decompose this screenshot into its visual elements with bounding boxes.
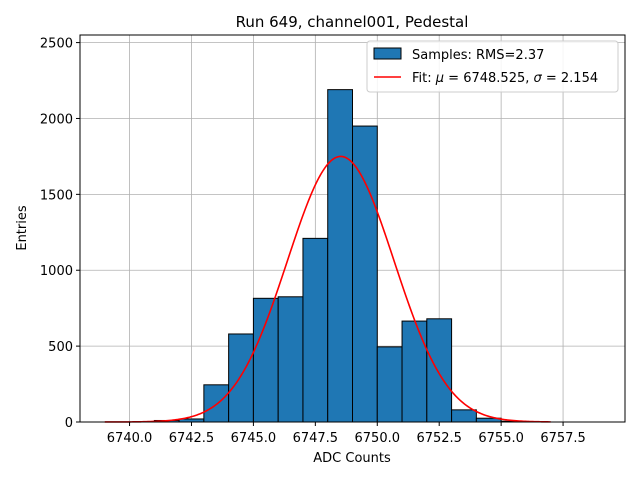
x-tick-label: 6750.0	[355, 431, 401, 446]
y-tick-label: 500	[48, 340, 73, 355]
x-tick-label: 6742.5	[169, 431, 215, 446]
legend-box	[366, 40, 619, 93]
x-tick-label: 6740.0	[107, 431, 153, 446]
histogram-bar	[277, 296, 304, 423]
histogram-bar	[352, 125, 378, 423]
fit-curve	[104, 155, 551, 423]
y-tick-label: 2000	[40, 112, 73, 127]
x-axis-label: ADC Counts	[313, 451, 391, 466]
y-tick-label: 1500	[40, 188, 73, 203]
x-axis-ticks: 6740.0 6742.5 6745.0 6747.5 6750.0 6752.5 6755…	[107, 422, 586, 446]
histogram-bar	[327, 89, 353, 423]
legend-histogram-label: Samples: RMS=2.37	[412, 48, 544, 63]
histogram-bar	[252, 297, 279, 423]
histogram-bars	[153, 89, 527, 423]
histogram-bar	[203, 384, 230, 423]
histogram-bar	[451, 409, 477, 423]
plot-frame	[79, 34, 626, 423]
x-tick-label: 6745.0	[231, 431, 277, 446]
legend: Samples: RMS=2.37 Fit: μ = 6748.525, σ =…	[366, 40, 619, 93]
y-tick-label: 2500	[40, 37, 73, 52]
y-axis-label: Entries	[15, 205, 30, 251]
y-axis-ticks: 0 500 1000 1500 2000 2500	[40, 37, 80, 431]
histogram-bar	[302, 237, 329, 423]
histogram-bar	[228, 333, 254, 423]
histogram-bar	[426, 318, 453, 423]
y-tick-label: 0	[65, 416, 73, 431]
x-tick-label: 6755.0	[478, 431, 524, 446]
x-tick-label: 6757.5	[540, 431, 586, 446]
histogram-bar	[376, 346, 403, 423]
y-tick-label: 1000	[40, 264, 73, 279]
chart-title: Run 649, channel001, Pedestal	[236, 13, 469, 31]
histogram-bar	[401, 320, 428, 423]
legend-fit-label: Fit: μ = 6748.525, σ = 2.154	[412, 71, 598, 86]
x-tick-label: 6752.5	[416, 431, 462, 446]
legend-histogram-swatch	[373, 47, 402, 60]
x-tick-label: 6747.5	[293, 431, 339, 446]
